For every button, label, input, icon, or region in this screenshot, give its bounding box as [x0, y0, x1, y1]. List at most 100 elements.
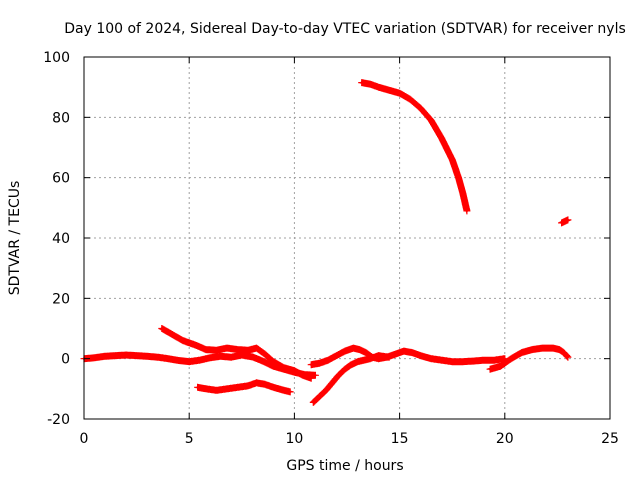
data-point	[171, 333, 174, 336]
data-point	[566, 218, 570, 222]
data-point	[324, 389, 328, 392]
data-point	[430, 119, 433, 122]
y-tick-label: 0	[61, 352, 70, 368]
data-point	[488, 368, 492, 371]
data-point	[566, 356, 570, 359]
data-point	[520, 351, 523, 354]
data-point	[335, 354, 338, 357]
data-point	[430, 357, 433, 360]
data-point	[230, 356, 233, 359]
data-point	[310, 377, 313, 380]
x-tick-label: 20	[496, 431, 514, 447]
y-axis-label: SDTVAR / TECUs	[7, 181, 23, 296]
data-point	[472, 359, 475, 363]
x-tick-label: 5	[185, 431, 194, 447]
series-track-6	[358, 79, 471, 215]
y-tick-label: 60	[52, 171, 70, 187]
data-point	[358, 348, 361, 351]
data-point	[356, 360, 359, 363]
data-point	[387, 356, 391, 359]
data-point	[196, 386, 199, 389]
data-point	[360, 81, 363, 84]
data-point	[312, 401, 315, 404]
data-point	[209, 356, 212, 359]
chart-title: Day 100 of 2024, Sidereal Day-to-day VTE…	[64, 21, 626, 37]
data-point	[552, 346, 555, 350]
data-point	[531, 348, 534, 351]
x-tick-label: 10	[285, 431, 303, 447]
y-tick-label: 20	[52, 291, 70, 307]
data-point	[263, 352, 267, 356]
data-point	[562, 351, 565, 354]
data-point	[301, 374, 304, 377]
data-point	[419, 354, 422, 357]
y-tick-label: 80	[52, 110, 70, 126]
data-point	[282, 366, 286, 369]
data-point	[289, 390, 292, 394]
data-point	[103, 355, 107, 358]
data-point	[465, 209, 469, 213]
data-point	[215, 389, 218, 392]
data-point	[411, 351, 414, 354]
data-point	[331, 381, 334, 384]
data-point	[398, 92, 401, 95]
data-point	[272, 360, 275, 363]
data-point	[255, 381, 258, 384]
data-point	[368, 82, 372, 86]
data-point	[293, 369, 296, 372]
data-series	[80, 79, 572, 406]
data-point	[402, 349, 405, 353]
x-tick-label: 25	[601, 431, 619, 447]
series-track-8	[558, 216, 572, 227]
series-track-7	[486, 344, 572, 373]
data-point	[451, 360, 454, 363]
data-point	[451, 158, 454, 161]
data-point	[240, 353, 243, 357]
data-point	[318, 395, 321, 398]
data-point	[246, 384, 250, 387]
series-track-2	[158, 325, 315, 382]
data-point	[461, 360, 464, 363]
data-point	[509, 357, 513, 360]
data-point	[93, 356, 96, 359]
data-point	[350, 363, 353, 366]
data-point	[215, 349, 218, 352]
data-point	[177, 359, 180, 362]
data-point	[263, 383, 267, 386]
data-point	[440, 137, 443, 140]
x-axis-label: GPS time / hours	[286, 458, 403, 474]
data-point	[457, 176, 460, 179]
data-point	[225, 346, 229, 350]
y-tick-label: 40	[52, 231, 70, 247]
data-point	[343, 349, 347, 353]
data-point	[318, 362, 321, 365]
data-point	[204, 387, 208, 390]
data-point	[482, 359, 485, 362]
data-point	[236, 348, 239, 351]
data-point	[188, 360, 191, 363]
data-point	[225, 387, 229, 390]
data-point	[377, 86, 380, 89]
data-point	[160, 327, 163, 330]
data-point	[364, 351, 368, 354]
data-point	[394, 352, 397, 356]
data-point	[326, 359, 330, 362]
data-point	[310, 363, 313, 366]
data-point	[282, 389, 286, 392]
data-point	[377, 354, 380, 357]
data-point	[493, 359, 496, 362]
data-point	[135, 354, 138, 357]
data-point	[343, 368, 347, 371]
data-point	[246, 349, 250, 352]
data-point	[272, 386, 275, 389]
data-point	[198, 359, 201, 362]
data-point	[541, 346, 544, 350]
data-point	[156, 356, 159, 359]
data-point	[114, 354, 117, 357]
y-tick-label: -20	[47, 412, 70, 428]
data-point	[255, 346, 258, 350]
data-point	[167, 357, 170, 360]
data-point	[408, 98, 412, 101]
data-point	[314, 374, 317, 377]
